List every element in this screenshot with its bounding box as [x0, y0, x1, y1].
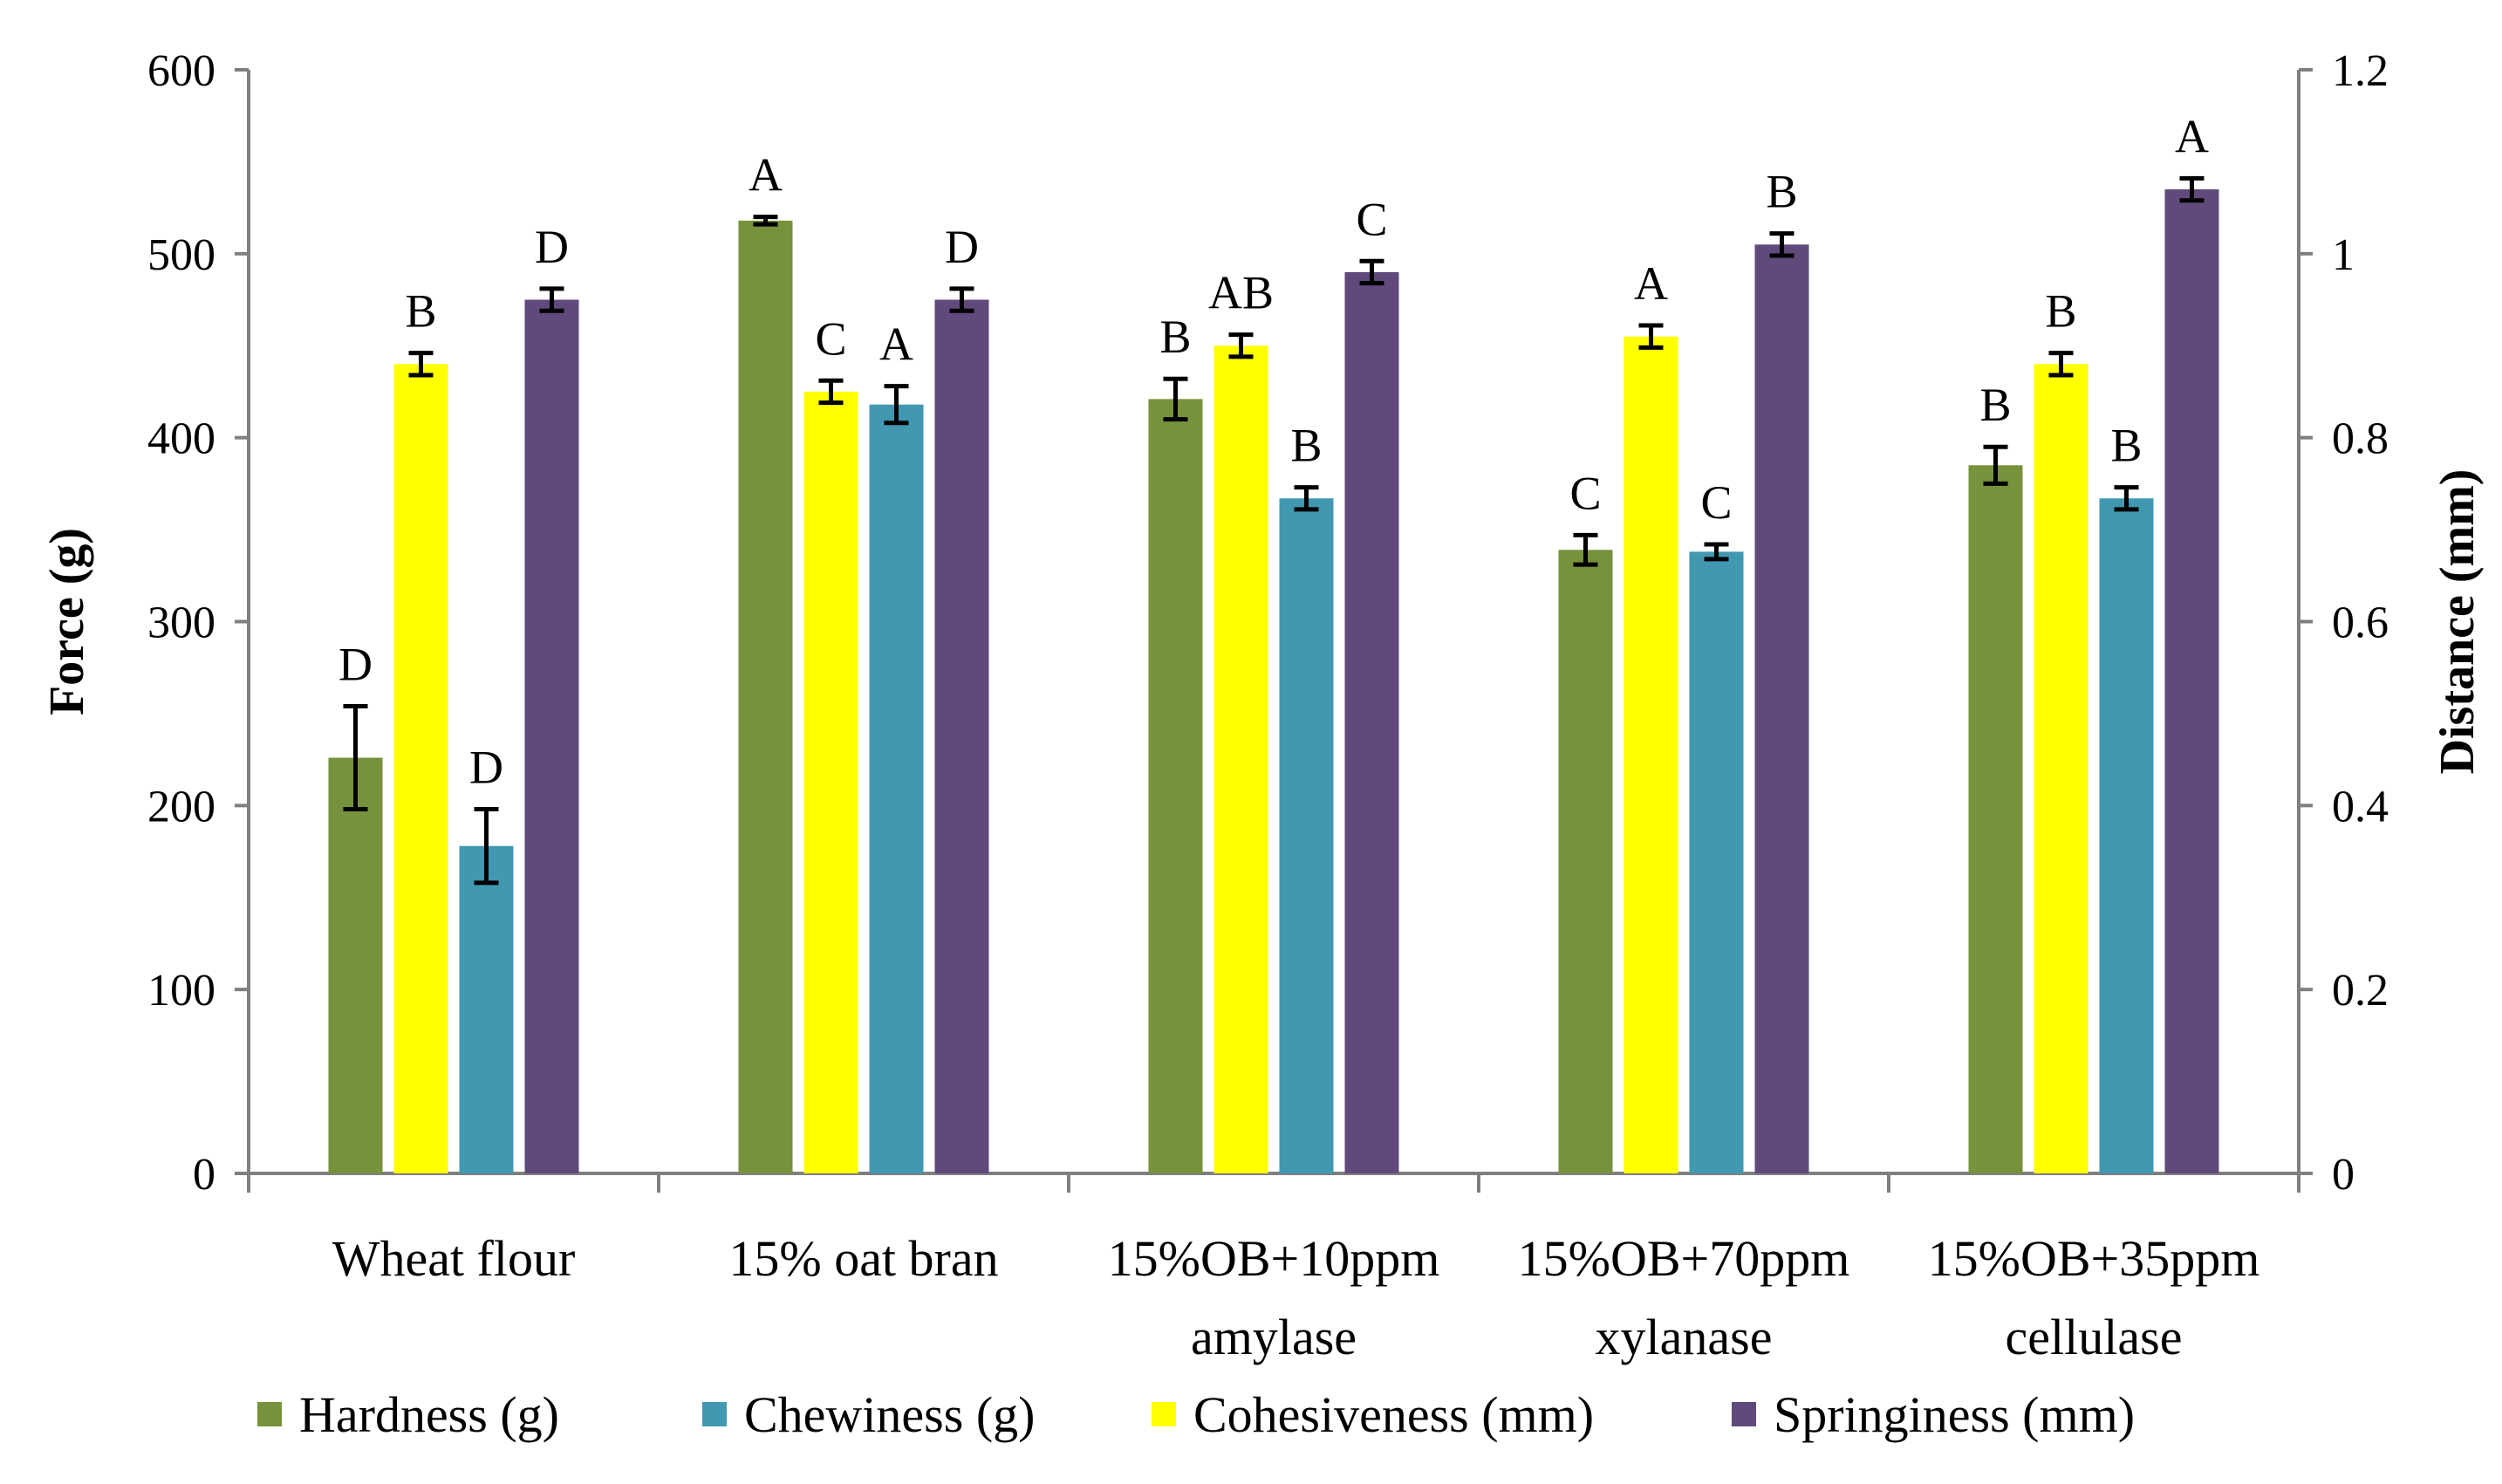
y2-tick-label: 1.2: [2332, 46, 2389, 96]
bar: [2034, 364, 2088, 1173]
legend-swatch: [257, 1402, 282, 1426]
significance-label: D: [945, 221, 979, 273]
bar: [2164, 189, 2219, 1174]
significance-label: B: [2110, 420, 2142, 472]
category-label: Wheat flour: [332, 1230, 576, 1287]
significance-label: A: [879, 318, 913, 371]
significance-label: B: [1766, 166, 1797, 218]
bar: [393, 364, 448, 1173]
bar: [738, 220, 793, 1174]
legend-swatch: [1732, 1402, 1756, 1426]
y2-tick-label: 0.2: [2332, 966, 2389, 1016]
significance-label: B: [1159, 311, 1191, 363]
significance-label: D: [535, 221, 569, 273]
y-tick-label: 500: [147, 230, 215, 280]
category-label: 15%OB+70ppm: [1518, 1230, 1850, 1287]
legend-swatch: [702, 1402, 727, 1426]
significance-label: C: [815, 312, 846, 365]
bar: [1279, 498, 1334, 1173]
bar: [328, 757, 383, 1173]
y-tick-label: 600: [147, 46, 215, 96]
y2-tick-label: 0.8: [2332, 414, 2389, 464]
legend-label: Cohesiveness (mm): [1193, 1386, 1594, 1443]
bar: [1754, 244, 1809, 1174]
y-tick-label: 300: [147, 598, 215, 648]
y-tick-label: 400: [147, 414, 215, 464]
significance-label: AB: [1208, 267, 1274, 319]
significance-label: B: [1290, 420, 1322, 472]
legend-label: Chewiness (g): [744, 1386, 1035, 1443]
y2-tick-label: 1: [2332, 230, 2355, 280]
significance-label: D: [469, 742, 503, 794]
significance-label: A: [2175, 110, 2209, 162]
significance-label: C: [1700, 476, 1732, 529]
bar: [2099, 498, 2154, 1173]
y2-tick-label: 0.6: [2332, 598, 2389, 648]
bar: [1968, 465, 2023, 1173]
significance-label: B: [405, 285, 436, 338]
significance-label: A: [749, 149, 783, 202]
y-tick-label: 100: [147, 966, 215, 1016]
y2-tick-label: 0.4: [2332, 782, 2389, 831]
significance-label: C: [1356, 193, 1387, 245]
bar: [1689, 551, 1744, 1173]
category-label: xylanase: [1596, 1309, 1773, 1365]
bar: [1624, 336, 1678, 1173]
legend-swatch: [1152, 1402, 1176, 1426]
bar: [1558, 550, 1613, 1173]
bar: [524, 299, 579, 1174]
category-label: 15%OB+10ppm: [1108, 1230, 1440, 1287]
category-label: 15% oat bran: [728, 1230, 998, 1287]
bar: [459, 845, 514, 1173]
y-tick-label: 200: [147, 782, 215, 831]
bar: [869, 404, 924, 1173]
bar: [1213, 345, 1268, 1173]
bar: [1148, 399, 1203, 1173]
bar: [803, 391, 858, 1173]
significance-label: B: [1979, 379, 2011, 431]
category-label: amylase: [1191, 1309, 1357, 1365]
significance-label: C: [1569, 467, 1601, 519]
significance-label: B: [2045, 285, 2076, 338]
y2-tick-label: 0: [2332, 1150, 2355, 1200]
category-label: cellulase: [2006, 1309, 2183, 1365]
y2-axis-title: Distance (mm): [2430, 469, 2485, 775]
significance-label: D: [338, 638, 373, 690]
significance-label: A: [1634, 257, 1668, 310]
y-tick-label: 0: [193, 1150, 215, 1200]
legend-label: Hardness (g): [299, 1386, 559, 1443]
y-axis-title: Force (g): [40, 528, 94, 715]
bar: [1344, 271, 1399, 1174]
bar: [934, 299, 989, 1174]
category-label: 15%OB+35ppm: [1928, 1230, 2260, 1287]
legend-label: Springiness (mm): [1774, 1386, 2135, 1443]
